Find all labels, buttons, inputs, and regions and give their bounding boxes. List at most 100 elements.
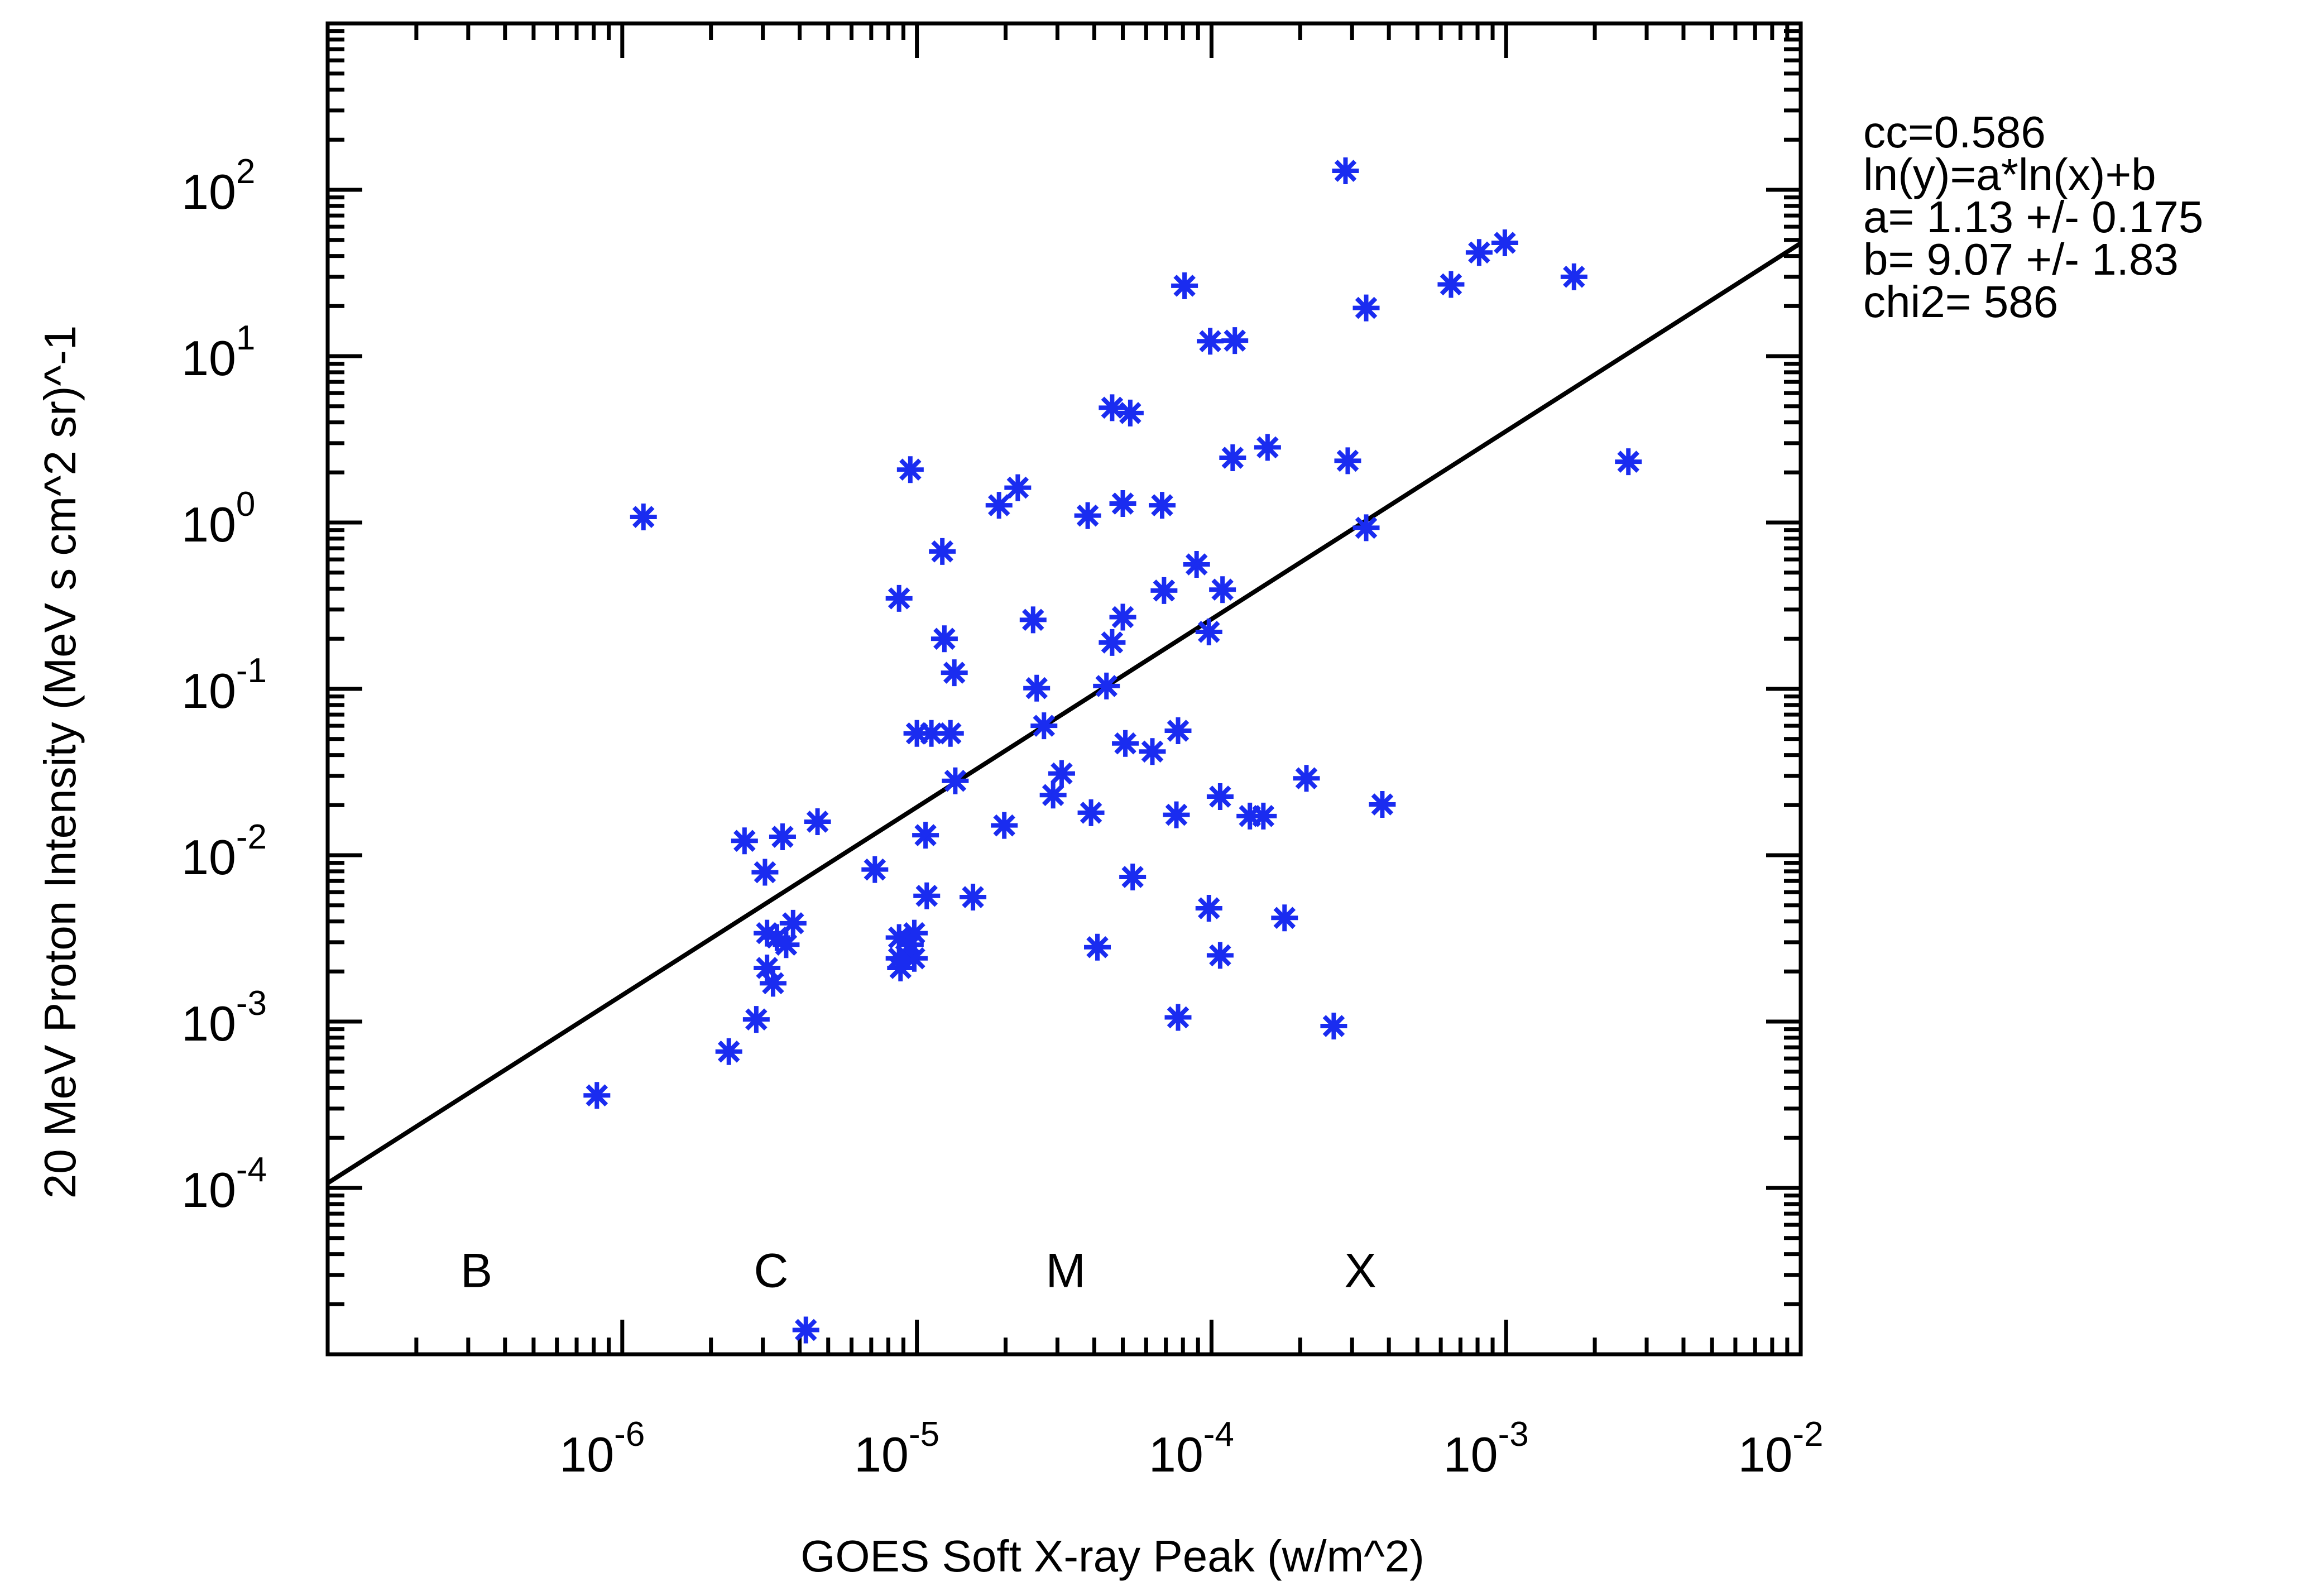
marker-stroke: [586, 1084, 608, 1107]
marker-stroke: [903, 922, 925, 945]
marker-stroke: [1355, 296, 1378, 319]
marker-stroke: [1563, 266, 1585, 288]
marker-stroke: [1042, 784, 1064, 807]
y-tick-exponent: -1: [236, 651, 267, 690]
data-point: [1206, 942, 1234, 969]
plot-frame: [325, 21, 1803, 1357]
data-point: [792, 1316, 819, 1344]
data-point: [1206, 783, 1234, 811]
y-tick-exponent: -4: [236, 1151, 267, 1189]
marker-stroke: [717, 1040, 740, 1063]
data-point: [941, 659, 968, 687]
marker-stroke: [1086, 936, 1109, 958]
data-point: [991, 812, 1018, 839]
marker-stroke: [1256, 436, 1279, 459]
marker-stroke: [1111, 492, 1134, 515]
data-point: [1352, 514, 1380, 541]
data-point: [1254, 434, 1281, 461]
y-tick-base: 10: [181, 164, 236, 219]
marker-stroke: [1199, 330, 1221, 353]
marker-stroke: [1101, 396, 1124, 419]
class-label-m: M: [1045, 1244, 1086, 1297]
marker-stroke: [1153, 579, 1176, 602]
y-tick-label: 10-2: [181, 818, 267, 885]
marker-stroke: [775, 933, 798, 956]
marker-stroke: [1151, 494, 1173, 516]
marker-stroke: [903, 947, 925, 970]
marker-stroke: [987, 494, 1010, 516]
marker-stroke: [1322, 1015, 1345, 1037]
data-point: [1004, 474, 1032, 501]
data-point: [1109, 490, 1136, 517]
marker-stroke: [1101, 631, 1124, 654]
data-point: [715, 1038, 742, 1065]
data-point: [1250, 802, 1277, 830]
y-tick-exponent: 1: [236, 319, 255, 357]
marker-stroke: [1006, 476, 1029, 499]
data-point: [754, 954, 781, 981]
data-point: [1039, 782, 1067, 809]
data-point: [1164, 717, 1192, 745]
marker-stroke: [1076, 504, 1099, 527]
x-tick-base: 10: [1149, 1427, 1203, 1482]
marker-stroke: [1209, 944, 1231, 967]
marker-stroke: [1221, 447, 1244, 469]
stat-line: chi2= 586: [1863, 277, 2058, 327]
data-point: [1116, 399, 1144, 426]
y-tick-label: 102: [181, 152, 255, 219]
data-point: [1465, 239, 1493, 266]
data-point: [1030, 712, 1058, 740]
marker-stroke: [1617, 450, 1640, 473]
marker-stroke: [756, 957, 778, 979]
data-point: [1084, 933, 1111, 961]
marker-stroke: [632, 506, 655, 528]
marker-stroke: [1224, 329, 1246, 352]
data-point: [1271, 904, 1298, 932]
data-point: [630, 504, 657, 531]
marker-stroke: [1165, 803, 1188, 826]
data-point: [918, 720, 945, 747]
stat-line: cc=0.586: [1863, 107, 2046, 157]
y-tick-base: 10: [181, 663, 236, 718]
data-point: [929, 538, 956, 565]
data-point: [1332, 157, 1359, 185]
marker-stroke: [1211, 578, 1234, 601]
data-point: [1209, 576, 1236, 603]
data-point: [1491, 229, 1518, 256]
data-point: [1109, 603, 1136, 631]
data-point: [942, 767, 969, 794]
class-label-x: X: [1344, 1244, 1376, 1297]
data-point: [1219, 444, 1246, 472]
data-point: [900, 919, 928, 947]
marker-stroke: [794, 1319, 817, 1341]
data-point: [1560, 263, 1587, 290]
y-tick-base: 10: [181, 1162, 236, 1218]
y-tick-base: 10: [181, 330, 236, 386]
data-point: [1074, 502, 1101, 529]
marker-stroke: [920, 722, 943, 745]
marker-stroke: [1167, 1006, 1190, 1029]
y-tick-label: 10-3: [181, 984, 267, 1051]
marker-stroke: [864, 858, 886, 881]
marker-stroke: [944, 769, 967, 792]
x-axis-title: GOES Soft X-ray Peak (w/m^2): [800, 1531, 1425, 1581]
data-point: [900, 945, 928, 972]
data-point: [985, 492, 1013, 519]
marker-stroke: [1095, 675, 1118, 697]
marker-stroke: [1080, 802, 1102, 824]
marker-stroke: [806, 811, 829, 833]
marker-stroke: [1334, 160, 1357, 182]
marker-stroke: [1197, 897, 1220, 919]
marker-stroke: [931, 540, 953, 563]
data-point: [1150, 577, 1178, 604]
marker-stroke: [1185, 553, 1208, 576]
x-tick-label: 10-6: [559, 1415, 645, 1482]
data-point: [1148, 492, 1176, 519]
data-point: [804, 808, 831, 835]
marker-stroke: [1051, 762, 1073, 785]
data-point: [1615, 448, 1642, 476]
marker-stroke: [1440, 273, 1462, 296]
data-point: [1437, 271, 1465, 298]
data-point: [1163, 801, 1190, 828]
